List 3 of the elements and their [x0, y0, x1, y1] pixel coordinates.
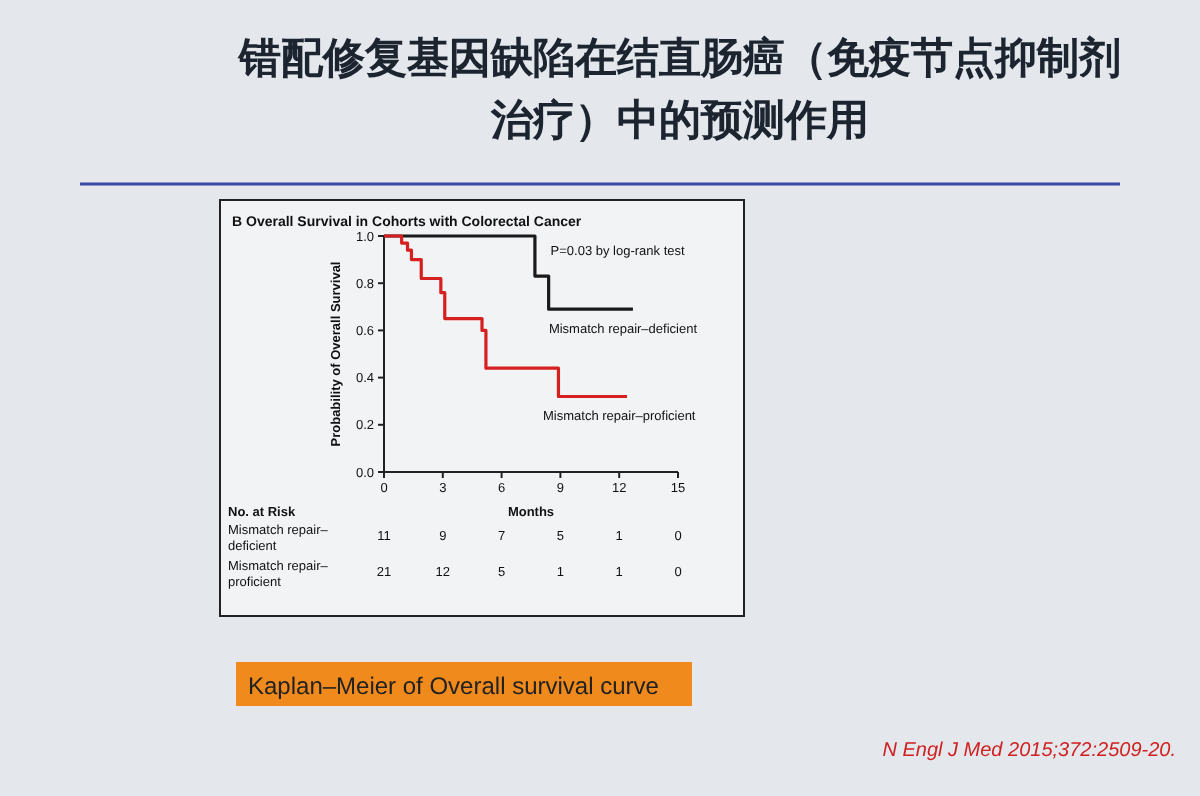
text: Kaplan–Meier of Overall survival curve [248, 672, 660, 700]
chart-title: 错配修复基因缺陷在结直肠癌（免疫节点抑制剂治疗）中的预测作用 [236, 33, 1123, 148]
text: N Engl J Med 2015;372:2509-20. [882, 740, 1176, 762]
